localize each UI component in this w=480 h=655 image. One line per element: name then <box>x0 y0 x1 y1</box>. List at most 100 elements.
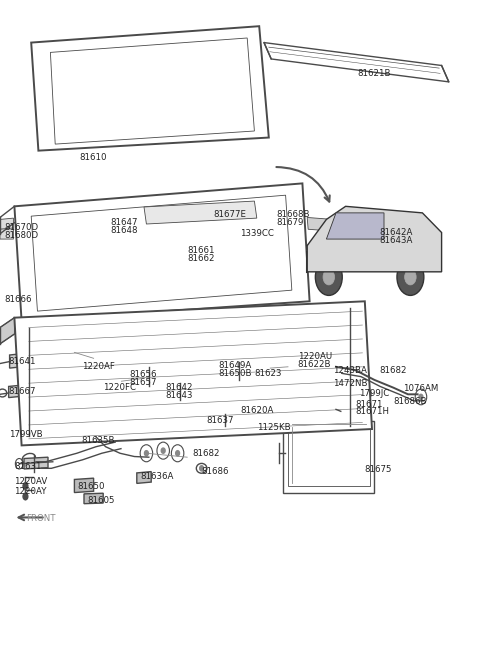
Circle shape <box>146 377 151 383</box>
Polygon shape <box>310 341 318 348</box>
Text: 81671: 81671 <box>355 400 383 409</box>
Text: 81621B: 81621B <box>358 69 391 78</box>
Text: 1220AF: 1220AF <box>82 362 114 371</box>
Polygon shape <box>14 301 372 445</box>
Polygon shape <box>31 26 269 151</box>
Text: 1472NB: 1472NB <box>333 379 367 388</box>
Text: 81642: 81642 <box>166 383 193 392</box>
Text: 1220AU: 1220AU <box>298 352 332 362</box>
Text: 1220AY: 1220AY <box>14 487 47 496</box>
Text: 81647: 81647 <box>110 218 138 227</box>
Text: 81677E: 81677E <box>214 210 247 219</box>
Circle shape <box>323 269 335 285</box>
Circle shape <box>298 347 300 351</box>
Polygon shape <box>323 364 334 372</box>
Text: 81643A: 81643A <box>379 236 413 245</box>
Bar <box>288 427 370 486</box>
Circle shape <box>200 466 204 471</box>
Text: 1339CC: 1339CC <box>240 229 274 238</box>
Circle shape <box>315 259 342 295</box>
Text: 81610: 81610 <box>79 153 107 162</box>
Text: 1243BA: 1243BA <box>333 365 367 375</box>
Circle shape <box>161 448 165 453</box>
Circle shape <box>144 451 148 456</box>
Circle shape <box>296 346 299 350</box>
Circle shape <box>171 445 184 462</box>
Text: 1220FC: 1220FC <box>103 383 136 392</box>
Polygon shape <box>9 385 22 398</box>
Ellipse shape <box>331 377 341 385</box>
Polygon shape <box>264 43 449 82</box>
Polygon shape <box>307 206 442 272</box>
Circle shape <box>276 422 278 426</box>
Polygon shape <box>10 354 22 368</box>
Polygon shape <box>307 217 419 238</box>
Text: 81620A: 81620A <box>240 406 274 415</box>
Text: 1076AM: 1076AM <box>403 384 439 393</box>
Text: 81650B: 81650B <box>218 369 252 378</box>
Circle shape <box>176 451 180 456</box>
Circle shape <box>140 445 153 462</box>
Text: 81680D: 81680D <box>5 231 39 240</box>
Text: 81636A: 81636A <box>141 472 174 481</box>
Text: 81682: 81682 <box>192 449 219 458</box>
Text: 1125KB: 1125KB <box>257 423 290 432</box>
Circle shape <box>237 358 241 365</box>
Polygon shape <box>137 472 151 483</box>
Polygon shape <box>0 218 13 229</box>
Text: 81637: 81637 <box>206 416 234 425</box>
Circle shape <box>73 345 76 348</box>
Circle shape <box>419 394 423 400</box>
Bar <box>283 421 374 493</box>
Text: 81642A: 81642A <box>379 228 413 237</box>
Text: 81635B: 81635B <box>82 436 115 445</box>
Text: 81666: 81666 <box>5 295 32 304</box>
Circle shape <box>258 322 261 326</box>
Circle shape <box>73 332 76 336</box>
Text: 81643: 81643 <box>166 391 193 400</box>
Text: 81650: 81650 <box>78 482 105 491</box>
Text: 81679: 81679 <box>276 218 303 227</box>
Circle shape <box>222 411 227 417</box>
Circle shape <box>157 442 169 459</box>
Text: 81661: 81661 <box>187 246 215 255</box>
Circle shape <box>23 493 28 500</box>
Polygon shape <box>14 183 310 321</box>
Polygon shape <box>24 457 48 469</box>
Polygon shape <box>0 318 14 344</box>
Polygon shape <box>0 228 13 239</box>
Polygon shape <box>31 195 292 311</box>
Circle shape <box>23 483 28 489</box>
Polygon shape <box>336 400 350 417</box>
Circle shape <box>298 358 300 362</box>
Text: 81668B: 81668B <box>276 210 310 219</box>
Polygon shape <box>84 493 103 504</box>
Polygon shape <box>300 327 309 334</box>
Ellipse shape <box>0 389 7 397</box>
Text: FRONT: FRONT <box>26 514 56 523</box>
Polygon shape <box>177 385 183 391</box>
Text: 81623: 81623 <box>254 369 282 378</box>
Polygon shape <box>326 213 384 239</box>
Circle shape <box>146 364 151 370</box>
Text: 81649A: 81649A <box>218 361 252 370</box>
Text: 81631: 81631 <box>14 462 42 471</box>
Text: 81648: 81648 <box>110 226 138 235</box>
Polygon shape <box>74 478 94 493</box>
Text: 81686B: 81686B <box>394 397 427 406</box>
Text: 81662: 81662 <box>187 254 215 263</box>
Text: 81670D: 81670D <box>5 223 39 232</box>
Polygon shape <box>205 244 231 255</box>
Text: 81667: 81667 <box>9 387 36 396</box>
Text: 81671H: 81671H <box>355 407 389 417</box>
Polygon shape <box>235 403 259 418</box>
Text: 81657: 81657 <box>130 378 157 387</box>
Text: 81675: 81675 <box>365 465 392 474</box>
Ellipse shape <box>22 453 36 464</box>
Text: 81686: 81686 <box>202 467 229 476</box>
Text: 1799JC: 1799JC <box>359 388 389 398</box>
Text: 1220AV: 1220AV <box>14 477 48 486</box>
Polygon shape <box>144 201 257 224</box>
Text: 81605: 81605 <box>88 496 115 505</box>
Circle shape <box>397 259 424 295</box>
